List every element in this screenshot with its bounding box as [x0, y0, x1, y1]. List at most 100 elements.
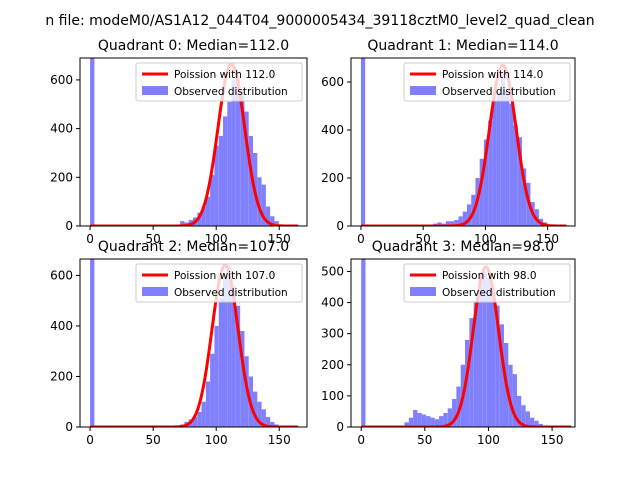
histogram-bar — [512, 374, 517, 427]
histogram-bar — [496, 91, 501, 226]
y-tick-label: 600 — [50, 268, 73, 282]
histogram-bar — [265, 416, 271, 427]
x-tick-label: 0 — [86, 232, 94, 246]
histogram-bar — [223, 275, 228, 427]
subplot-title: Quadrant 0: Median=112.0 — [98, 38, 289, 54]
histogram-bar — [500, 72, 506, 226]
histogram-bar — [253, 391, 258, 427]
histogram-bar — [261, 184, 266, 226]
y-tick-label: 400 — [321, 296, 344, 310]
legend-bar-swatch — [142, 287, 168, 296]
subplot-quadrant-3: Quadrant 3: Median=98.0 0 50 100 150 0 100 200 3… — [321, 239, 576, 447]
histogram-bar — [486, 277, 491, 427]
histogram-bar — [201, 206, 206, 226]
histogram-bar — [231, 285, 236, 427]
histogram-bar — [517, 137, 522, 226]
histogram-bar — [180, 221, 185, 226]
x-tick-label: 100 — [205, 232, 228, 246]
legend: Poission with 112.0 Observed distribution — [135, 62, 303, 102]
histogram-bar — [513, 125, 518, 226]
legend-label-observed: Observed distribution — [442, 86, 556, 98]
x-tick-label: 150 — [268, 433, 291, 447]
poisson-curve — [360, 63, 567, 226]
histogram-bar — [235, 305, 241, 427]
legend-bar-swatch — [410, 287, 436, 296]
histogram-bar — [529, 417, 535, 427]
histogram-bar — [478, 280, 483, 427]
y-tick-label: 400 — [50, 319, 73, 333]
axes-frame — [79, 258, 308, 428]
histogram-bar — [214, 325, 219, 427]
histogram-bar — [210, 353, 215, 427]
x-tick-label: 50 — [146, 232, 161, 246]
histogram-bar — [509, 103, 514, 226]
subplot-title: Quadrant 2: Median=107.0 — [98, 239, 289, 255]
histogram-bar — [505, 91, 510, 226]
histogram-bar — [197, 411, 202, 427]
subplots-grid: Quadrant 0: Median=112.0 0 50 100 150 0 200 400… — [50, 38, 576, 447]
y-tick-label: 600 — [50, 73, 73, 87]
histogram-bar — [240, 331, 245, 427]
histogram-bar — [516, 395, 522, 427]
x-tick-label: 0 — [86, 433, 94, 447]
y-tick-label: 300 — [321, 327, 344, 341]
histogram-bar — [534, 420, 539, 427]
histogram-bar — [223, 116, 228, 226]
legend-label-poisson: Poission with 107.0 — [174, 270, 275, 282]
histogram-bar — [413, 409, 418, 427]
histogram-bar — [491, 293, 496, 427]
y-tick-label: 0 — [65, 219, 73, 233]
histogram-bar — [462, 211, 467, 226]
histogram-bar — [473, 302, 479, 427]
histogram-bar — [218, 298, 224, 427]
histogram-bar — [201, 401, 206, 427]
histogram-bar — [488, 120, 493, 226]
histogram-bar — [521, 168, 527, 226]
histogram-bar — [466, 204, 472, 226]
x-tick-label: 150 — [541, 433, 564, 447]
x-tick-label: 0 — [357, 232, 365, 246]
histogram-bar — [482, 271, 487, 427]
histogram-bar — [244, 111, 249, 226]
histogram-bar — [495, 305, 500, 427]
histogram-bar — [417, 413, 422, 427]
histogram-bar — [525, 411, 530, 427]
histogram-bar — [499, 324, 504, 427]
histogram-bar — [437, 222, 442, 226]
poisson-curve — [89, 263, 299, 427]
y-tick-label: 200 — [321, 358, 344, 372]
y-tick-label: 0 — [336, 420, 344, 434]
histogram-bar — [274, 221, 279, 226]
histogram-bar — [452, 399, 457, 427]
y-tick-label: 400 — [50, 122, 73, 136]
y-tick-label: 200 — [321, 171, 344, 185]
y-tick-label: 200 — [50, 369, 73, 383]
histogram-bar — [508, 364, 513, 427]
histogram-bar — [447, 408, 453, 427]
plot-area — [360, 58, 567, 226]
x-tick-label: 150 — [268, 232, 291, 246]
subplot-quadrant-1: Quadrant 1: Median=114.0 0 50 100 150 0 200 400… — [321, 38, 576, 246]
legend-bar-swatch — [410, 86, 436, 95]
histogram-bar — [492, 101, 497, 226]
plot-area — [360, 259, 572, 427]
histogram-bar — [227, 265, 232, 427]
histogram-bar — [361, 259, 366, 427]
histogram-bar — [261, 409, 266, 427]
axes-frame — [350, 57, 576, 227]
histogram-bar — [421, 414, 427, 427]
histogram-bar — [192, 416, 198, 427]
subplot-title: Quadrant 3: Median=98.0 — [372, 239, 554, 255]
histogram-bar — [210, 174, 215, 226]
histogram-bar — [443, 413, 448, 427]
histogram-bar — [445, 221, 451, 226]
histogram-bar — [469, 318, 474, 427]
x-tick-label: 50 — [417, 433, 432, 447]
legend-label-poisson: Poission with 112.0 — [174, 69, 275, 81]
histogram-bar — [454, 220, 459, 226]
histogram-bar — [248, 135, 254, 226]
plot-area — [89, 259, 299, 427]
legend-label-observed: Observed distribution — [174, 287, 288, 299]
y-tick-label: 100 — [321, 389, 344, 403]
